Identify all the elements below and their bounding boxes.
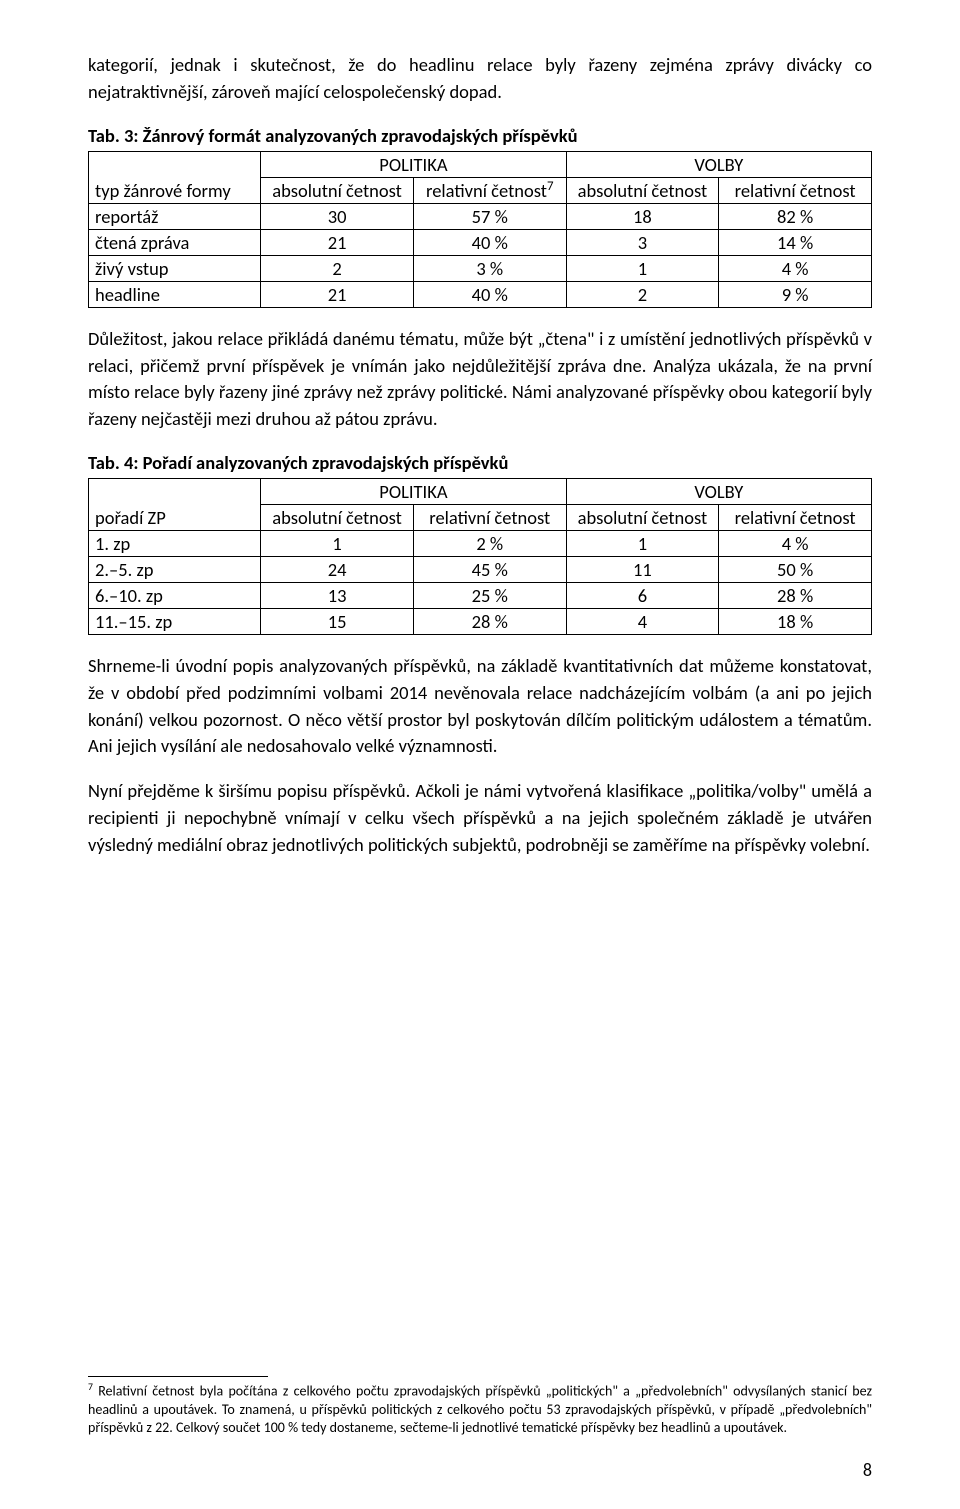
table3-col3: absolutní četnost [566,177,719,203]
cell: 45 % [413,557,566,583]
intro-paragraph: kategorií, jednak i skutečnost, že do he… [88,52,872,106]
table4-title: Tab. 4: Pořadí analyzovaných zpravodajsk… [88,451,872,474]
cell: 24 [261,557,414,583]
table4-group-politika: POLITIKA [261,479,566,505]
table3-col1: absolutní četnost [261,177,414,203]
table-row: 1. zp 1 2 % 1 4 % [89,531,872,557]
cell: 28 % [413,609,566,635]
cell: 50 % [719,557,872,583]
table4: pořadí ZP POLITIKA VOLBY absolutní četno… [88,478,872,635]
cell: 18 [566,203,719,229]
table4-col2: relativní četnost [413,505,566,531]
page-number: 8 [863,1459,872,1481]
cell: 30 [261,203,414,229]
cell: 21 [261,229,414,255]
cell: 2 [566,281,719,307]
table-row: živý vstup 2 3 % 1 4 % [89,255,872,281]
cell: 11 [566,557,719,583]
cell: 4 % [719,255,872,281]
cell: 11.–15. zp [89,609,261,635]
table-row: čtená zpráva 21 40 % 3 14 % [89,229,872,255]
cell: 15 [261,609,414,635]
table3: typ žánrové formy POLITIKA VOLBY absolut… [88,151,872,308]
table-row: 2.–5. zp 24 45 % 11 50 % [89,557,872,583]
table-row: 6.–10. zp 13 25 % 6 28 % [89,583,872,609]
cell: 21 [261,281,414,307]
cell: 14 % [719,229,872,255]
footnotes: 7 Relativní četnost byla počítána z celk… [88,1376,872,1437]
summary-paragraph-2: Nyní přejděme k širšímu popisu příspěvků… [88,778,872,858]
cell: 9 % [719,281,872,307]
cell: reportáž [89,203,261,229]
cell: 1 [261,531,414,557]
table3-group-volby: VOLBY [566,151,871,177]
cell: 1. zp [89,531,261,557]
cell: 25 % [413,583,566,609]
table-row: reportáž 30 57 % 18 82 % [89,203,872,229]
cell: 40 % [413,281,566,307]
table3-group-politika: POLITIKA [261,151,566,177]
table3-corner: typ žánrové formy [89,151,261,203]
table-row: headline 21 40 % 2 9 % [89,281,872,307]
table4-col3: absolutní četnost [566,505,719,531]
cell: 13 [261,583,414,609]
cell: 6 [566,583,719,609]
cell: 2 [261,255,414,281]
cell: 3 [566,229,719,255]
table4-col4: relativní četnost [719,505,872,531]
cell: 1 [566,255,719,281]
cell: 57 % [413,203,566,229]
table4-col1: absolutní četnost [261,505,414,531]
cell: headline [89,281,261,307]
cell: 4 % [719,531,872,557]
page: kategorií, jednak i skutečnost, že do he… [0,0,960,1509]
table-row: 11.–15. zp 15 28 % 4 18 % [89,609,872,635]
table4-corner: pořadí ZP [89,479,261,531]
table3-header-row1: typ žánrové formy POLITIKA VOLBY [89,151,872,177]
cell: 2 % [413,531,566,557]
summary-paragraph-1: Shrneme-li úvodní popis analyzovaných př… [88,653,872,760]
cell: živý vstup [89,255,261,281]
cell: čtená zpráva [89,229,261,255]
table4-header-row1: pořadí ZP POLITIKA VOLBY [89,479,872,505]
cell: 6.–10. zp [89,583,261,609]
cell: 3 % [413,255,566,281]
table3-title: Tab. 3: Žánrový formát analyzovaných zpr… [88,124,872,147]
footnote-7: 7 Relativní četnost byla počítána z celk… [88,1381,872,1437]
table4-group-volby: VOLBY [566,479,871,505]
table3-col2: relativní četnost7 [413,177,566,203]
cell: 28 % [719,583,872,609]
footnotes-separator [88,1376,268,1377]
cell: 18 % [719,609,872,635]
cell: 82 % [719,203,872,229]
table3-col4: relativní četnost [719,177,872,203]
mid-paragraph: Důležitost, jakou relace přikládá danému… [88,326,872,433]
cell: 40 % [413,229,566,255]
cell: 4 [566,609,719,635]
cell: 2.–5. zp [89,557,261,583]
cell: 1 [566,531,719,557]
